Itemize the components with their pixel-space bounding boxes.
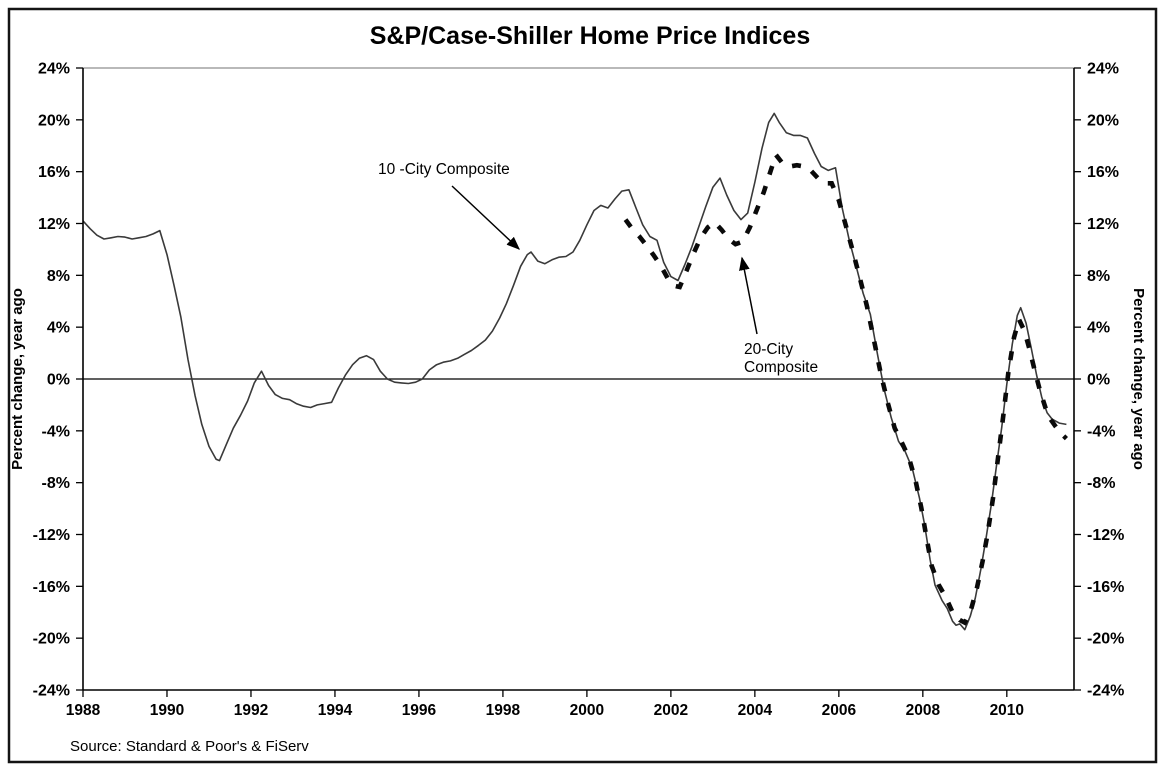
- y-tick-label-right: 24%: [1087, 61, 1119, 78]
- y-tick-label-left: 20%: [38, 112, 70, 129]
- x-tick-label: 1988: [66, 702, 101, 719]
- y-axis-label-right: Percent change, year ago: [1130, 288, 1147, 470]
- y-tick-label-right: 4%: [1087, 320, 1110, 337]
- y-tick-label-left: -12%: [33, 527, 70, 544]
- y-tick-label-left: 0%: [47, 372, 70, 389]
- x-tick-label: 2008: [906, 702, 941, 719]
- y-tick-label-left: 24%: [38, 61, 70, 78]
- y-tick-label-right: 16%: [1087, 164, 1119, 181]
- y-tick-label-right: -24%: [1087, 683, 1124, 700]
- x-tick-label: 2002: [654, 702, 688, 719]
- x-tick-label: 2004: [738, 702, 773, 719]
- source-note: Source: Standard & Poor's & FiServ: [70, 738, 309, 755]
- x-tick-label: 1996: [402, 702, 437, 719]
- y-tick-label-right: -4%: [1087, 423, 1115, 440]
- y-tick-label-right: 0%: [1087, 372, 1110, 389]
- page-border: [7, 7, 1158, 764]
- y-tick-label-right: 12%: [1087, 216, 1119, 233]
- x-tick-label: 2000: [570, 702, 604, 719]
- y-tick-label-left: 4%: [47, 320, 70, 337]
- series-line-20-city-composite: [623, 149, 1068, 626]
- y-axis-label-left: Percent change, year ago: [9, 288, 26, 470]
- series-line-10-city-composite: [82, 112, 1067, 631]
- y-tick-label-left: -8%: [42, 475, 70, 492]
- y-tick-label-left: 16%: [38, 164, 70, 181]
- x-tick-label: 1994: [318, 702, 353, 719]
- y-tick-label-left: -4%: [42, 423, 70, 440]
- y-tick-label-left: -20%: [33, 631, 70, 648]
- x-tick-label: 2010: [990, 702, 1024, 719]
- x-tick-label: 1990: [150, 702, 184, 719]
- x-tick-label: 2006: [822, 702, 857, 719]
- annotation-10-city-composite: 10 -City Composite: [378, 161, 510, 178]
- chart-title: S&P/Case-Shiller Home Price Indices: [370, 22, 810, 50]
- x-tick-label: 1992: [234, 702, 268, 719]
- y-tick-label-right: -20%: [1087, 631, 1124, 648]
- y-tick-label-right: 20%: [1087, 112, 1119, 129]
- y-tick-label-right: -12%: [1087, 527, 1124, 544]
- y-tick-label-left: -24%: [33, 683, 70, 700]
- x-tick-label: 1998: [486, 702, 521, 719]
- y-tick-label-right: 8%: [1087, 268, 1110, 285]
- y-tick-label-right: -8%: [1087, 475, 1115, 492]
- y-tick-label-right: -16%: [1087, 579, 1124, 596]
- y-tick-label-left: 8%: [47, 268, 70, 285]
- annotation-arrow-10-city-composite: [451, 185, 520, 250]
- y-tick-label-left: -16%: [33, 579, 70, 596]
- annotation-20-city: 20-City Composite: [744, 341, 818, 376]
- annotation-arrow-20-city: [739, 256, 758, 335]
- y-tick-label-left: 12%: [38, 216, 70, 233]
- plot-area: 24% 24% 20% 20% 16% 16% 12% 12% 8% 8% 4% 4% 0% 0% -4% -…: [33, 61, 1125, 720]
